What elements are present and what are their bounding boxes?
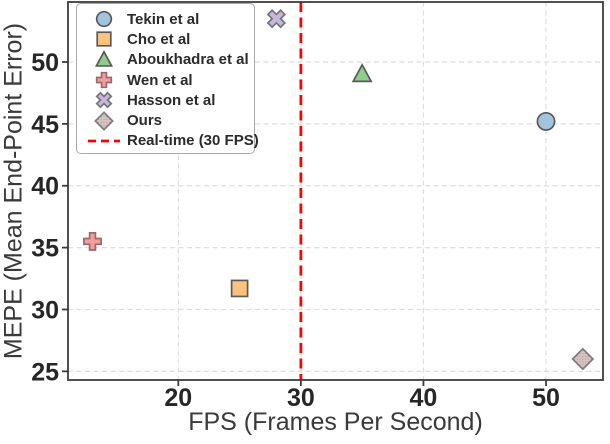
tick-labels: 20 30 40 50 25 30 35 40 45 50 [31,49,560,412]
legend-item-tekin-et-al: Tekin et al [86,9,254,29]
y-tick-label: 45 [31,111,59,139]
x-axis-label: FPS (Frames Per Second) [188,408,483,436]
y-tick-label: 35 [31,235,59,263]
point-tekin-et-al [536,111,556,131]
legend-item-aboukhadra-et-al: Aboukhadra et al [86,49,254,70]
y-tick-label: 30 [31,296,59,324]
point-hasson-et-al [266,9,287,29]
legend-label: Hasson et al [127,91,216,109]
legend-marker [94,49,114,67]
legend-label: Aboukhadra et al [127,51,249,69]
legend-marker [88,139,120,143]
y-axis-label: MEPE (Mean End-Point Error) [0,22,28,360]
legend-marker [94,110,114,131]
legend-item-ours: Ours [86,110,254,131]
legend-item-cho-et-al: Cho et al [86,29,254,49]
legend-label: Tekin et al [127,10,200,28]
x-tick-label: 40 [410,384,438,412]
point-wen-et-al [83,231,102,251]
point-ours [571,347,595,371]
y-tick-label: 25 [31,358,59,386]
legend-item-hasson-et-al: Hasson et al [86,90,254,110]
point-cho-et-al [230,279,249,298]
x-tick-label: 20 [164,384,192,412]
legend-item-real-time-30-fps-: Real-time (30 FPS) [86,131,259,151]
tick-marks [62,61,547,386]
legend-label: Ours [127,112,163,130]
legend-item-wen-et-al: Wen et al [86,70,254,90]
x-tick-label: 30 [287,384,315,412]
legend-label: Real-time (30 FPS) [127,132,259,150]
y-tick-label: 40 [31,173,59,201]
legend-marker [96,31,112,48]
legend-marker [95,91,113,109]
plot-border [67,1,604,381]
point-aboukhadra-et-al [351,62,373,83]
x-tick-label: 50 [532,384,560,412]
data-points [83,9,595,371]
legend: Tekin et al Cho et al Aboukhadra et al Wen … [76,3,259,154]
legend-label: Cho et al [127,30,191,48]
legend-marker [95,71,113,89]
legend-marker [95,10,113,28]
y-tick-label: 50 [31,49,59,77]
legend-label: Wen et al [127,71,193,89]
